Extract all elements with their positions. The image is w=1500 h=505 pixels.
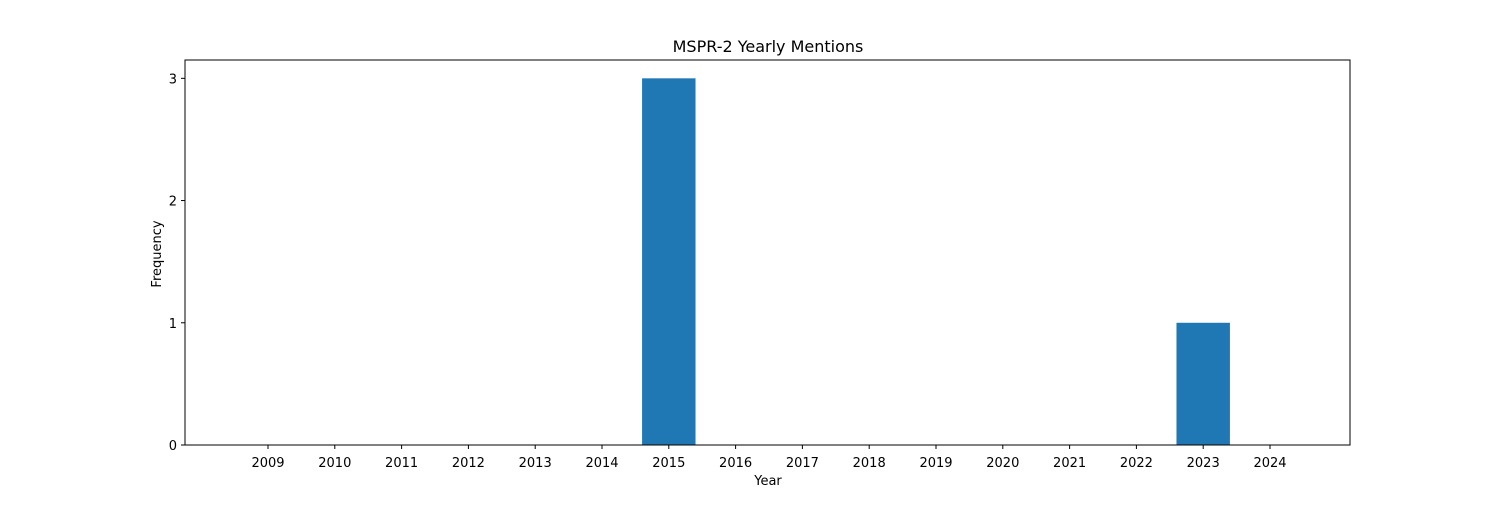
x-tick-label: 2009 (251, 456, 284, 471)
y-tick-label: 3 (169, 72, 177, 87)
y-tick-label: 0 (169, 439, 177, 454)
x-tick-label: 2021 (1053, 456, 1086, 471)
x-tick-label: 2015 (652, 456, 685, 471)
y-tick-label: 1 (169, 317, 177, 332)
x-tick-label: 2022 (1120, 456, 1153, 471)
x-tick-label: 2010 (318, 456, 351, 471)
y-axis-ticks: 0 1 2 3 (169, 72, 185, 454)
x-tick-label: 2019 (919, 456, 952, 471)
bar-2015 (642, 78, 696, 445)
x-axis-ticks: 2009 2010 2011 2012 2013 2014 2015 2016 2017 2018… (251, 445, 1287, 471)
x-tick-label: 2013 (519, 456, 552, 471)
chart-title: MSPR-2 Yearly Mentions (673, 37, 864, 56)
x-tick-label: 2018 (853, 456, 886, 471)
plot-frame (184, 59, 1351, 446)
x-tick-label: 2023 (1187, 456, 1220, 471)
y-tick-label: 2 (169, 195, 177, 210)
x-tick-label: 2017 (786, 456, 819, 471)
x-axis-label: Year (753, 474, 782, 489)
x-tick-label: 2016 (719, 456, 752, 471)
x-tick-label: 2014 (585, 456, 618, 471)
y-axis-label: Frequency (150, 220, 165, 287)
bar-2023 (1176, 322, 1230, 445)
x-tick-label: 2012 (452, 456, 485, 471)
x-tick-label: 2020 (986, 456, 1019, 471)
x-tick-label: 2011 (385, 456, 418, 471)
bars-group (642, 78, 1230, 445)
x-tick-label: 2024 (1253, 456, 1286, 471)
